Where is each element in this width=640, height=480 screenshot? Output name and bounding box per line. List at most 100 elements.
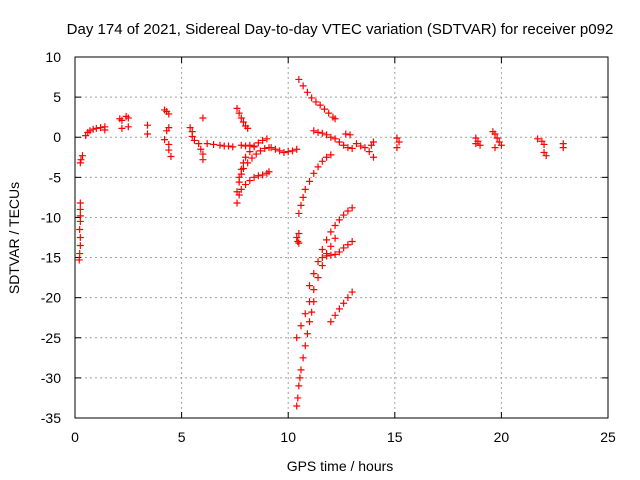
data-point	[344, 144, 352, 152]
data-point	[393, 144, 401, 152]
data-point	[335, 138, 343, 146]
data-point	[265, 168, 273, 176]
data-point	[491, 144, 499, 152]
data-point	[237, 141, 245, 149]
data-point	[76, 250, 84, 258]
data-point	[323, 236, 331, 244]
data-point	[348, 204, 356, 212]
data-point	[76, 242, 84, 250]
data-point	[331, 234, 339, 242]
data-point	[250, 173, 258, 181]
data-point	[237, 185, 245, 193]
data-point	[76, 199, 84, 207]
series-hour22	[534, 135, 567, 160]
data-point	[280, 148, 288, 156]
data-point	[235, 109, 243, 117]
data-point	[86, 127, 94, 135]
data-point	[75, 256, 83, 264]
series-descent-7	[295, 75, 339, 123]
data-point	[314, 128, 322, 136]
data-point	[306, 282, 314, 290]
data-point	[340, 299, 348, 307]
data-point	[318, 157, 326, 165]
data-point	[342, 130, 350, 138]
data-point	[161, 136, 169, 144]
data-point	[165, 146, 173, 154]
data-point	[76, 159, 84, 167]
data-point	[344, 294, 352, 302]
x-tick-label: 0	[71, 429, 79, 445]
series-arc-7.6	[233, 104, 252, 132]
data-point	[327, 242, 335, 250]
data-point	[203, 140, 211, 148]
data-point	[190, 136, 198, 144]
y-tick-label: -5	[49, 169, 62, 185]
data-point	[252, 150, 260, 158]
data-point	[199, 114, 207, 122]
y-axis-label: SDTVAR / TECUs	[6, 182, 22, 294]
data-point	[331, 250, 339, 258]
data-point	[352, 140, 360, 148]
data-point	[294, 394, 302, 402]
x-tick-label: 5	[178, 429, 186, 445]
data-point	[327, 318, 335, 326]
data-point	[188, 132, 196, 140]
data-point	[310, 127, 318, 135]
data-point	[78, 152, 86, 160]
series-rise-a	[293, 234, 339, 342]
data-point	[348, 238, 356, 246]
data-point	[242, 142, 250, 150]
data-point	[143, 130, 151, 138]
data-point	[244, 124, 252, 132]
data-point	[310, 270, 318, 278]
data-point	[325, 109, 333, 117]
data-point	[323, 153, 331, 161]
data-point	[276, 147, 284, 155]
data-point	[296, 374, 304, 382]
data-point	[293, 234, 301, 241]
data-point	[327, 151, 335, 159]
data-point	[293, 334, 301, 342]
data-point	[540, 140, 548, 148]
data-point	[476, 141, 484, 149]
series-rise-c	[306, 204, 356, 290]
data-point	[312, 98, 320, 106]
data-point	[271, 145, 279, 153]
data-point	[361, 144, 369, 152]
data-point	[254, 139, 262, 147]
data-point	[246, 148, 254, 156]
data-point	[195, 140, 203, 148]
data-point	[308, 308, 316, 316]
y-tick-label: -35	[41, 410, 61, 426]
data-point	[301, 310, 309, 318]
data-point	[124, 114, 132, 122]
x-tick-label: 25	[600, 429, 616, 445]
data-point	[331, 221, 339, 229]
axis-ticks: 0 5 10 15 20 25 -35 -30 -25 -20 -15 -10 -5 0 5 10	[41, 49, 616, 445]
data-point	[92, 124, 100, 132]
data-point	[267, 144, 275, 152]
data-point	[295, 239, 303, 247]
x-tick-label: 15	[387, 429, 403, 445]
y-tick-label: 0	[53, 129, 61, 145]
data-point	[331, 135, 339, 143]
data-point	[303, 88, 311, 96]
y-tick-label: -30	[41, 370, 61, 386]
data-point	[393, 134, 401, 142]
series-spike-10.5	[293, 229, 303, 247]
data-point	[318, 129, 326, 137]
data-point	[335, 305, 343, 313]
data-point	[295, 209, 303, 217]
data-point	[344, 241, 352, 249]
data-point	[340, 211, 348, 219]
x-tick-label: 20	[494, 429, 510, 445]
data-point	[493, 134, 501, 142]
data-point	[165, 110, 173, 118]
x-axis-label: GPS time / hours	[287, 458, 394, 474]
data-point	[348, 288, 356, 296]
data-point	[323, 131, 331, 139]
data-point	[316, 101, 324, 109]
y-tick-label: 5	[53, 89, 61, 105]
